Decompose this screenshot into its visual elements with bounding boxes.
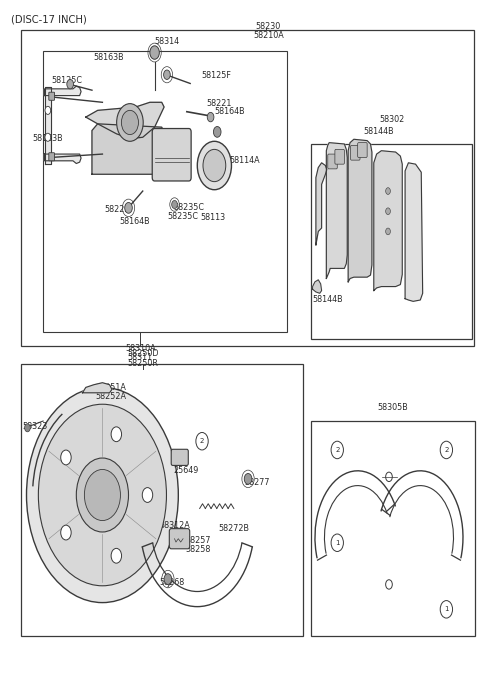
Circle shape bbox=[45, 106, 51, 115]
FancyBboxPatch shape bbox=[335, 149, 344, 164]
Circle shape bbox=[26, 387, 179, 603]
Polygon shape bbox=[316, 163, 327, 245]
Circle shape bbox=[385, 228, 390, 235]
Text: 58144B: 58144B bbox=[363, 127, 394, 136]
Text: 58250D: 58250D bbox=[127, 349, 158, 358]
Text: 2: 2 bbox=[200, 438, 204, 444]
Polygon shape bbox=[86, 102, 164, 138]
Circle shape bbox=[76, 458, 129, 532]
Circle shape bbox=[24, 424, 30, 432]
Circle shape bbox=[45, 134, 51, 141]
FancyBboxPatch shape bbox=[328, 154, 337, 169]
Text: 58164B: 58164B bbox=[119, 217, 150, 226]
Circle shape bbox=[244, 473, 252, 484]
Text: (DISC-17 INCH): (DISC-17 INCH) bbox=[12, 15, 87, 24]
Text: 58314: 58314 bbox=[154, 37, 179, 46]
Circle shape bbox=[164, 70, 170, 79]
Text: 58251A: 58251A bbox=[96, 383, 126, 392]
Bar bbox=[43, 52, 288, 332]
Circle shape bbox=[117, 104, 143, 141]
Circle shape bbox=[197, 141, 231, 190]
Circle shape bbox=[61, 525, 71, 540]
Text: 58250R: 58250R bbox=[127, 359, 158, 367]
Circle shape bbox=[385, 208, 390, 215]
FancyBboxPatch shape bbox=[49, 92, 55, 100]
Text: 58323: 58323 bbox=[23, 422, 48, 431]
Text: 58310A: 58310A bbox=[125, 344, 156, 353]
Circle shape bbox=[67, 79, 73, 89]
Text: 58222: 58222 bbox=[105, 205, 130, 214]
Bar bbox=[311, 144, 472, 339]
Polygon shape bbox=[83, 382, 112, 393]
Text: 58305B: 58305B bbox=[377, 403, 408, 412]
Circle shape bbox=[207, 113, 214, 122]
Circle shape bbox=[61, 450, 71, 465]
Polygon shape bbox=[312, 280, 322, 294]
FancyBboxPatch shape bbox=[171, 450, 188, 465]
Polygon shape bbox=[45, 86, 81, 96]
Text: 58277: 58277 bbox=[245, 478, 270, 487]
Text: 1: 1 bbox=[444, 606, 449, 612]
Circle shape bbox=[84, 469, 120, 521]
Text: 58125C: 58125C bbox=[51, 76, 82, 85]
Circle shape bbox=[172, 201, 178, 209]
Text: 58221: 58221 bbox=[207, 99, 232, 108]
Circle shape bbox=[214, 127, 221, 137]
Text: 2: 2 bbox=[335, 447, 339, 453]
Text: 58311: 58311 bbox=[128, 353, 153, 361]
Circle shape bbox=[121, 111, 138, 134]
Text: 58230: 58230 bbox=[256, 22, 281, 31]
Text: 58302: 58302 bbox=[379, 115, 405, 124]
Polygon shape bbox=[45, 154, 81, 163]
Text: 58144B: 58144B bbox=[312, 296, 343, 304]
Bar bbox=[311, 421, 475, 636]
Text: 58268: 58268 bbox=[159, 578, 185, 587]
Text: 58258: 58258 bbox=[185, 545, 211, 554]
FancyBboxPatch shape bbox=[49, 153, 55, 161]
Circle shape bbox=[142, 487, 153, 502]
Text: 1: 1 bbox=[144, 438, 149, 444]
Polygon shape bbox=[45, 87, 51, 164]
Text: 58114A: 58114A bbox=[229, 157, 260, 165]
Text: 58163B: 58163B bbox=[93, 54, 123, 62]
Text: 58312A: 58312A bbox=[159, 521, 190, 530]
Text: 58164B: 58164B bbox=[214, 107, 244, 116]
Text: 58235C: 58235C bbox=[174, 203, 204, 212]
Circle shape bbox=[111, 549, 121, 563]
Circle shape bbox=[150, 46, 159, 59]
Circle shape bbox=[111, 427, 121, 441]
Text: 58257: 58257 bbox=[185, 536, 211, 545]
Polygon shape bbox=[405, 163, 423, 301]
Circle shape bbox=[125, 203, 132, 214]
Text: 58272B: 58272B bbox=[219, 524, 250, 533]
Text: 58235C: 58235C bbox=[167, 212, 198, 221]
FancyBboxPatch shape bbox=[152, 129, 191, 181]
Text: 25649: 25649 bbox=[174, 466, 199, 475]
FancyBboxPatch shape bbox=[358, 142, 367, 157]
Circle shape bbox=[164, 574, 172, 584]
Text: 58252A: 58252A bbox=[96, 392, 126, 401]
Bar bbox=[21, 364, 303, 636]
Circle shape bbox=[203, 149, 226, 182]
FancyBboxPatch shape bbox=[350, 145, 360, 160]
Polygon shape bbox=[326, 142, 347, 279]
Text: 2: 2 bbox=[444, 447, 449, 453]
Circle shape bbox=[38, 404, 167, 586]
Text: 1: 1 bbox=[335, 540, 339, 546]
Text: 58125F: 58125F bbox=[201, 71, 231, 80]
FancyBboxPatch shape bbox=[169, 529, 190, 549]
Polygon shape bbox=[348, 139, 372, 282]
Polygon shape bbox=[92, 124, 169, 174]
Circle shape bbox=[385, 188, 390, 195]
Bar bbox=[21, 30, 474, 346]
Text: 58210A: 58210A bbox=[253, 31, 284, 39]
Text: 58163B: 58163B bbox=[32, 134, 63, 143]
Text: 58113: 58113 bbox=[200, 213, 225, 222]
Polygon shape bbox=[374, 151, 402, 291]
